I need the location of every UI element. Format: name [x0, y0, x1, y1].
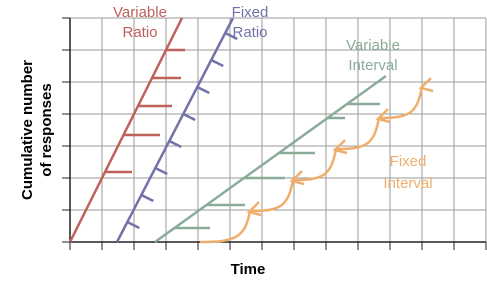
curve — [68, 17, 184, 243]
y-axis-title: Cumulative number — [19, 60, 36, 200]
label: Interval — [348, 57, 397, 74]
hatch — [168, 139, 182, 149]
label: Fixed — [390, 153, 427, 170]
curve — [199, 86, 424, 244]
hatch — [224, 31, 238, 41]
label: Ratio — [122, 24, 157, 41]
grid — [62, 17, 487, 250]
label: Variable — [113, 4, 167, 21]
hatch — [140, 193, 154, 203]
hatch — [182, 112, 196, 122]
label: Ratio — [232, 24, 267, 41]
curve — [115, 17, 235, 243]
hatch — [154, 166, 168, 176]
hatch — [196, 85, 210, 95]
y-axis-title: of responses — [38, 83, 55, 176]
curves — [68, 17, 434, 244]
hatch — [126, 220, 140, 230]
label: Fixed — [232, 4, 269, 21]
x-axis-title: Time — [231, 261, 266, 278]
label: Variable — [346, 37, 400, 54]
hatch — [210, 58, 224, 68]
label: Interval — [383, 175, 432, 192]
